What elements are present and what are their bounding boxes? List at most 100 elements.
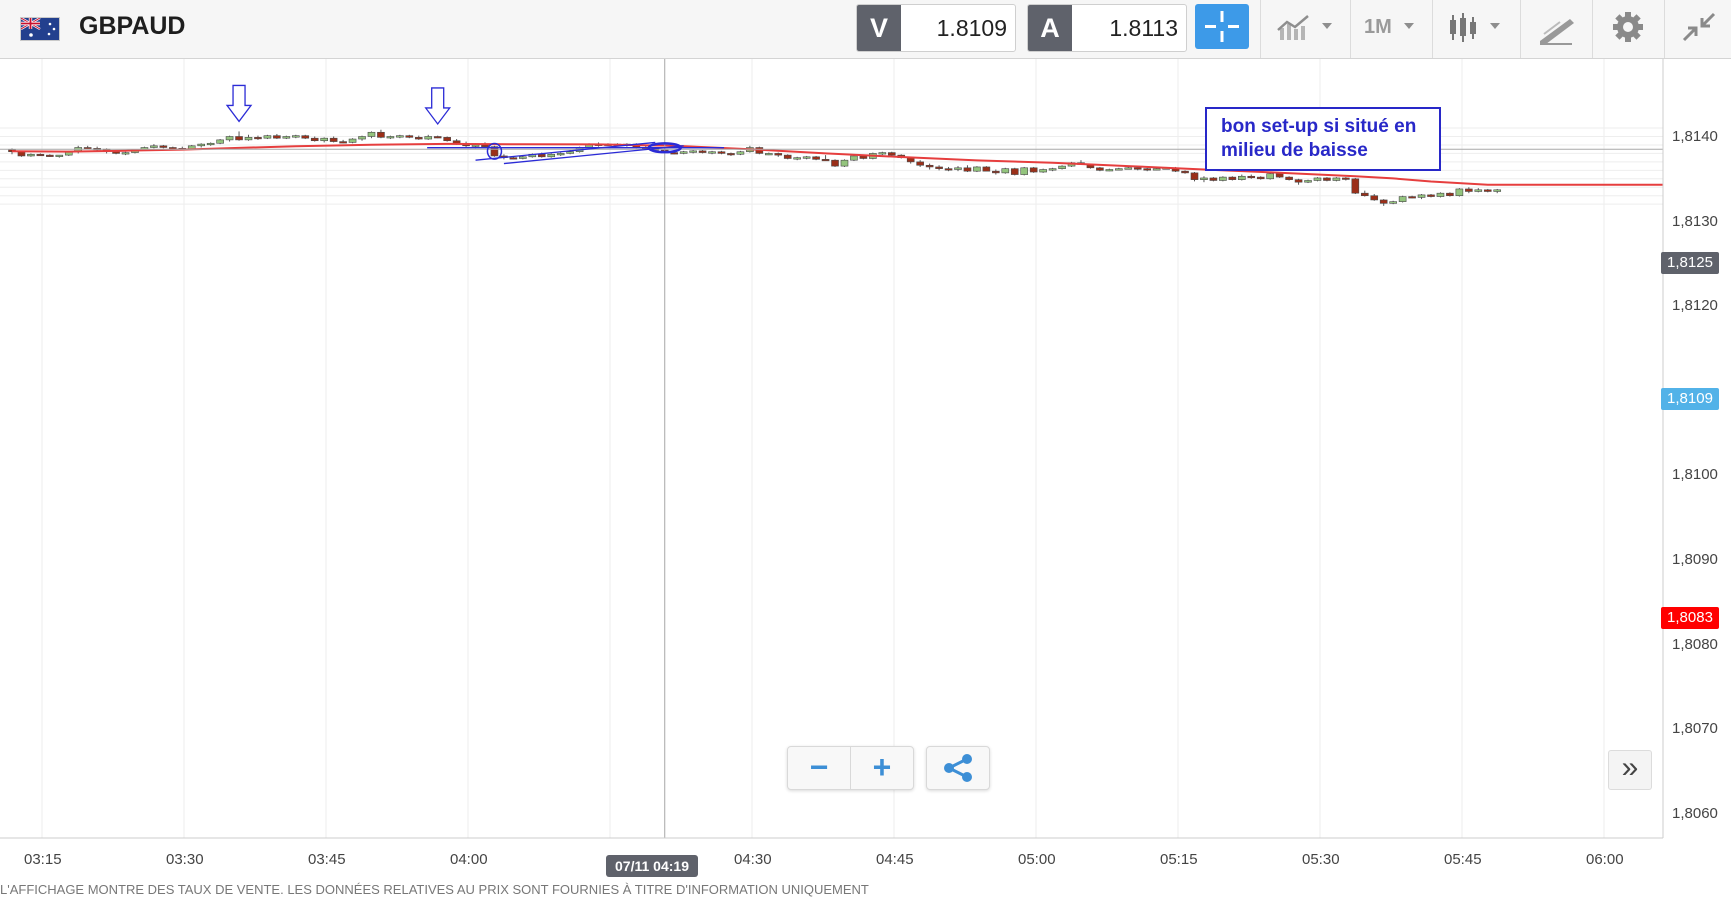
bear-candle [310, 137, 319, 142]
price-tick: 1,8070 [1672, 720, 1718, 737]
bull-candle [367, 131, 376, 137]
bull-candle [1493, 189, 1502, 192]
bear-candle [1247, 175, 1256, 179]
time-tick: 04:00 [450, 851, 488, 868]
bull-candle [1020, 167, 1029, 175]
candle-type-button[interactable] [1444, 4, 1510, 50]
crosshair-time-badge: 07/11 04:19 [606, 855, 698, 877]
time-tick: 03:45 [308, 851, 346, 868]
disclaimer-text: L'AFFICHAGE MONTRE DES TAUX DE VENTE. LE… [0, 882, 869, 897]
bull-candle [1058, 165, 1066, 169]
annotation-note: bon set-up si situé en milieu de baisse [1205, 107, 1441, 171]
gear-icon [1613, 12, 1643, 42]
price-tick: 1,8080 [1672, 636, 1718, 653]
bear-candle [1465, 188, 1473, 192]
candles [8, 129, 1502, 206]
bear-candle [1143, 168, 1151, 171]
ellipse-drawing [647, 142, 682, 154]
drawing-tools-button[interactable] [1530, 4, 1582, 50]
crosshair-icon [1205, 11, 1239, 42]
sell-price-box[interactable]: V 1.8109 [856, 4, 1016, 52]
bear-candle [1483, 189, 1492, 192]
bull-candle [55, 154, 64, 157]
zoom-controls: − + [787, 746, 914, 790]
toolbar-separator [1350, 0, 1351, 58]
bear-candle [1446, 192, 1454, 197]
bull-candle [121, 152, 130, 155]
bull-candle [27, 153, 35, 157]
bull-candle [1455, 188, 1464, 197]
drawings [225, 84, 725, 165]
bull-candle [1332, 177, 1341, 181]
bear-candle [944, 168, 953, 171]
bull-candle [519, 156, 527, 159]
bear-candle [717, 151, 726, 154]
crosshair-button[interactable] [1195, 4, 1249, 49]
chart-type-button[interactable] [1272, 4, 1338, 50]
bear-candle [1181, 170, 1189, 174]
bear-candle [774, 153, 783, 156]
chevron-down-icon [1404, 23, 1414, 29]
time-tick: 05:15 [1160, 851, 1198, 868]
bull-candle [679, 151, 688, 154]
bear-candle [1379, 199, 1388, 204]
bear-candle [887, 152, 896, 156]
bull-candle [1200, 177, 1208, 180]
bear-candle [1323, 177, 1331, 181]
share-button[interactable] [926, 746, 990, 790]
sell-label: V [857, 5, 901, 51]
time-tick: 05:45 [1444, 851, 1482, 868]
bear-candle [925, 164, 934, 168]
bull-candle [197, 143, 205, 147]
bear-candle [812, 156, 820, 160]
bull-candle [1398, 196, 1407, 202]
bid-price-badge: 1,8109 [1661, 388, 1719, 410]
price-tick: 1,8060 [1672, 805, 1718, 822]
bull-candle [954, 167, 962, 170]
bear-candle [1342, 177, 1350, 180]
bear-candle [1029, 167, 1038, 173]
bull-candle [1039, 169, 1047, 173]
bull-candle [1238, 175, 1246, 180]
bear-candle [329, 137, 338, 142]
bear-candle [1096, 167, 1104, 171]
chart-grid [0, 58, 1663, 838]
bull-candle [320, 137, 328, 142]
sell-price: 1.8109 [936, 15, 1007, 41]
bull-candle [471, 144, 480, 147]
scroll-forward-button[interactable]: » [1608, 750, 1652, 790]
time-tick: 03:30 [166, 851, 204, 868]
settings-button[interactable] [1603, 4, 1653, 50]
bear-candle [254, 137, 262, 140]
bear-candle [509, 157, 518, 160]
bear-candle [112, 151, 120, 154]
bear-candle [1275, 173, 1284, 178]
bull-candle [1001, 168, 1010, 174]
buy-price-box[interactable]: A 1.8113 [1027, 4, 1187, 52]
crosshair-price-badge: 1,8125 [1661, 252, 1719, 274]
bear-candle [377, 131, 385, 138]
bear-candle [46, 154, 54, 157]
zoom-in-button[interactable]: + [872, 749, 892, 785]
bull-candle [206, 142, 215, 146]
bull-candle [225, 136, 234, 141]
line-chart-icon [1277, 15, 1332, 40]
bull-candle [708, 151, 716, 154]
instrument-symbol: GBPAUD [79, 12, 186, 40]
bull-candle [566, 151, 574, 154]
crosshair [0, 58, 1663, 838]
bull-candle [1152, 168, 1161, 171]
bull-candle [973, 166, 981, 172]
collapse-button[interactable] [1674, 4, 1724, 50]
candlestick-icon [1450, 13, 1500, 42]
bull-candle [1115, 168, 1123, 171]
bull-candle [386, 136, 395, 139]
bear-candle [1133, 167, 1142, 170]
zoom-out-button[interactable]: − [788, 747, 851, 789]
bull-candle [216, 139, 224, 144]
bull-candle [556, 153, 565, 156]
timeframe-button[interactable]: 1M [1362, 4, 1428, 50]
price-tick: 1,8130 [1672, 213, 1718, 230]
bull-candle [424, 136, 433, 140]
